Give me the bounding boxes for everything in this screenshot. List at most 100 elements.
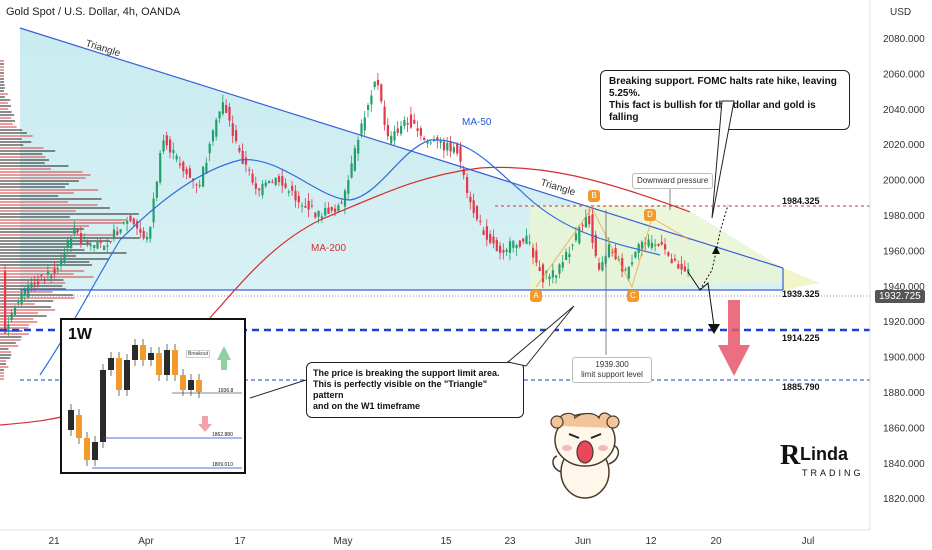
candle-body [178,163,182,166]
inset-candle-body [92,442,98,460]
time-tick: Jun [575,536,591,547]
candle-body [433,140,436,142]
candle-body [419,128,422,136]
candle-body [215,119,218,137]
candle-body [50,275,53,279]
candle-body [10,312,13,321]
volume-bar [0,138,22,140]
candle-body [664,244,667,250]
candle-body [40,274,43,276]
volume-bar [0,351,12,353]
candle-body [145,236,149,240]
volume-bar [0,306,51,308]
inset-candle-body [172,350,178,375]
candle-body [571,244,574,246]
volume-bar [0,102,9,104]
breaking-line1: The price is breaking the support limit … [313,368,500,378]
volume-bar [0,366,9,368]
volume-bar [0,165,69,167]
candle-body [581,224,584,226]
price-tick: 2040.000 [883,105,925,116]
candle-body [396,128,399,133]
candle-body [528,242,531,244]
candle-body [594,234,597,256]
price-tick: 1960.000 [883,246,925,257]
inset-candle-body [76,415,82,438]
candle-body [198,184,201,186]
volume-bar [0,204,98,206]
candle-body [409,114,413,128]
candle-body [327,207,330,214]
volume-bar [0,327,29,329]
volume-bar [0,375,4,377]
candle-body [314,212,317,218]
inset-candle-body [84,438,90,460]
candle-body [13,307,17,316]
inset-up-arrow [217,346,231,370]
candle-body [400,125,403,134]
volume-bar [0,210,76,212]
volume-bar [0,144,24,146]
point-c: C [627,290,639,302]
volume-bar [0,270,85,272]
volume-bar [0,297,75,299]
candle-body [96,241,99,249]
candle-body [86,241,89,243]
candle-body [294,190,297,201]
inset-breakout-label: Breakout [186,350,211,358]
candle-body [304,205,307,208]
time-tick: 15 [440,536,452,547]
candle-body [330,207,333,211]
candle-body [248,169,251,171]
weekly-inset-chart[interactable]: 1W Breakout 1936.8 1862.880 1809.010 [60,318,246,474]
ma50-label: MA-50 [462,117,492,128]
candle-body [343,190,347,207]
candle-body [406,123,409,125]
volume-bar [0,171,83,173]
price-tick: 1980.000 [883,211,925,222]
candle-body [37,281,40,285]
candle-body [535,250,538,263]
candle-body [56,268,59,270]
volume-bar [0,315,47,317]
volume-bar [0,276,94,278]
price-tick: 1900.000 [883,353,925,364]
candle-body [136,221,139,229]
candle-body [7,324,10,332]
candle-body [83,237,86,239]
volume-bar [0,183,69,185]
ma50-line [39,139,661,376]
breaking-support-callout: The price is breaking the support limit … [306,362,524,418]
volume-bar [0,192,74,194]
volume-bar [0,168,51,170]
time-axis[interactable]: 21 Apr 17 May 15 23 Jun 12 20 Jul [48,536,814,547]
candle-body [307,200,310,210]
candle-body [103,246,106,251]
candle-body [532,247,535,258]
candle-body [449,141,452,152]
candle-body [452,147,455,153]
candle-body [561,262,564,268]
volume-bar [0,288,66,290]
downward-pressure-label: Downward pressure [632,173,714,189]
point-b: B [588,190,600,202]
volume-bar [0,63,4,65]
volume-bar [0,282,66,284]
volume-bar [0,75,4,77]
candle-body [469,196,472,203]
candle-body [228,106,231,121]
volume-bar [0,132,27,134]
price-axis[interactable]: 2080.000 2060.000 2040.000 2020.000 2000.000… [883,34,925,505]
candle-body [258,188,261,191]
triangle-inner-area [530,205,783,290]
triangle-apex [783,268,820,290]
candle-body [281,176,284,186]
volume-bar [0,129,23,131]
candle-body [657,243,660,246]
candle-body [119,229,122,233]
candle-body [109,241,112,243]
candle-body [505,249,508,252]
volume-bar [0,123,13,125]
volume-profile [0,60,140,380]
